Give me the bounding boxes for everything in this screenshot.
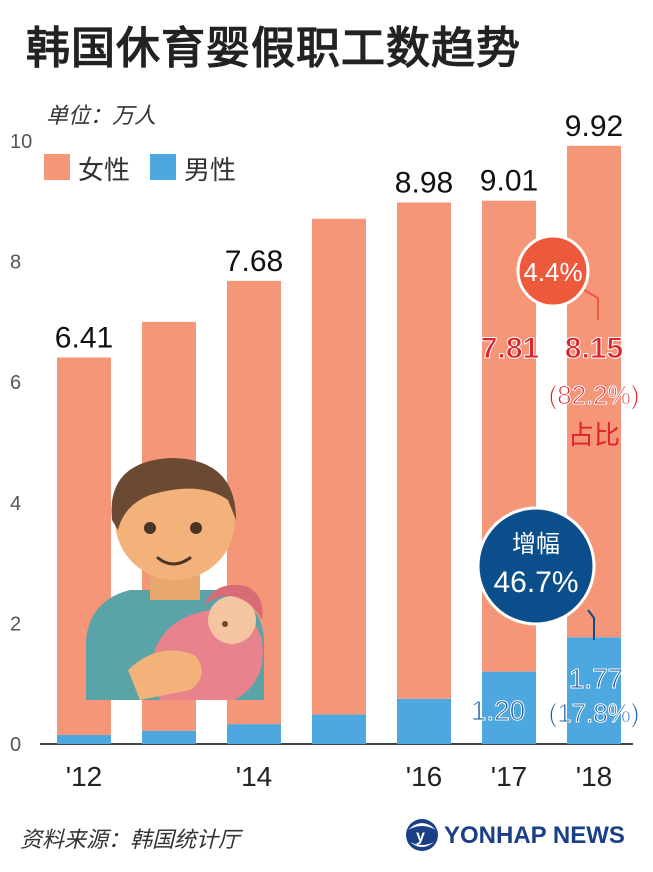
y-tick-label: 4 [10,493,21,515]
female-2017-label: 7.81 [481,332,539,365]
male-2018-share: (17.8%) [548,698,639,728]
y-tick-label: 0 [10,734,21,756]
total-label: 9.92 [565,110,623,143]
male-growth-value: 46.7% [493,566,578,599]
female-2018-label: 8.15 [565,332,623,365]
total-label: 6.41 [55,321,113,354]
x-tick-label: '14 [236,761,273,792]
source-note: 资料来源：韩国统计厅 [20,828,241,853]
total-label: 9.01 [480,165,538,198]
unit-label: 单位：万人 [46,104,157,129]
legend-male-swatch [150,154,176,180]
father-hair [111,458,236,530]
male-growth-label: 增幅 [512,531,560,558]
chart-title: 韩国休育婴假职工数趋势 [26,23,521,74]
bar-male [482,671,536,744]
female-share-label: 占比 [568,420,620,450]
bar-male [567,637,621,744]
father-left-eye [144,522,156,534]
female-growth-value: 4.4% [523,257,582,287]
y-tick-label: 2 [10,613,21,635]
male-2017-label: 1.20 [471,695,526,726]
male-2018-label: 1.77 [569,663,624,694]
bar-male [142,730,196,744]
bar-female [312,218,366,715]
bar-male [397,698,451,744]
x-tick-label: '18 [576,761,613,792]
male-growth-bubble [476,506,596,626]
bar-male [312,714,366,744]
y-tick-label: 6 [10,372,21,394]
y-tick-label: 10 [10,131,32,153]
baby-face [208,596,256,644]
female-growth-bubble [516,234,590,308]
yonhap-emblem-icon: y [406,819,438,851]
y-tick-label: 8 [10,252,21,274]
x-tick-label: '16 [406,761,443,792]
bar-male [57,734,111,744]
father-arm [128,650,202,700]
female-2018-share: (82.2%) [548,380,639,410]
father-smile [156,556,192,566]
total-label: 8.98 [395,167,453,200]
bar-male [227,724,281,744]
bar-female [397,202,451,699]
yonhap-logo: y YONHAP NEWS [402,812,642,862]
legend-male-label: 男性 [184,156,237,186]
female-growth-connector [583,289,599,320]
legend-female-swatch [44,154,70,180]
father-holding-baby-illustration [86,458,264,700]
male-growth-connector [587,609,595,640]
x-tick-label: '17 [491,761,528,792]
x-tick-label: '12 [66,761,103,792]
svg-text:y: y [416,828,425,845]
baby-hood [204,584,263,620]
legend-female-label: 女性 [78,156,131,186]
total-label: 7.68 [225,245,283,278]
baby-eye [222,621,228,627]
logo-text: YONHAP NEWS [444,822,625,849]
father-right-eye [190,522,202,534]
